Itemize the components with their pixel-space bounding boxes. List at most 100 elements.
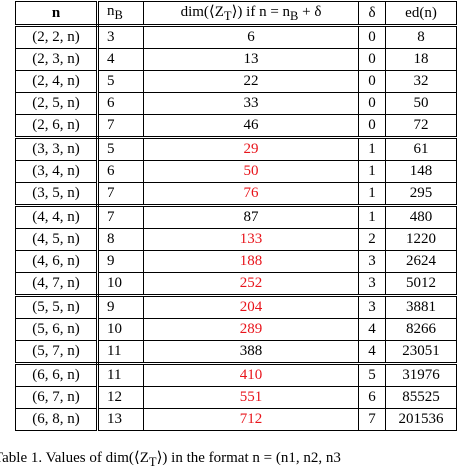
cell: 22: [143, 70, 359, 93]
cell: 50: [143, 160, 359, 183]
header-cell: δ: [358, 1, 386, 27]
cell: 3881: [385, 295, 457, 319]
cell: 188: [143, 250, 359, 273]
cell: 10: [97, 272, 144, 297]
cell: 289: [143, 318, 359, 341]
cell: 13: [97, 408, 144, 431]
row: (4, 7, n) 10 252 3 5012: [15, 272, 457, 297]
cell: 87: [143, 205, 359, 229]
row: (5, 5, n) 9 204 3 3881: [15, 295, 457, 319]
cell: (5, 7, n): [15, 340, 99, 365]
row: (2, 3, n) 4 13 0 18: [15, 48, 457, 71]
cell: (3, 4, n): [15, 160, 99, 183]
cell: 1: [358, 160, 386, 183]
row: (6, 7, n) 12 551 6 85525: [15, 386, 457, 409]
row: (3, 3, n) 5 29 1 61: [15, 137, 457, 161]
cell: 9: [97, 295, 144, 319]
cell: 551: [143, 386, 359, 409]
cell: 712: [143, 408, 359, 431]
cell: 9: [97, 250, 144, 273]
cell: 7: [358, 408, 386, 431]
cell: (4, 4, n): [15, 205, 99, 229]
cell: (2, 2, n): [15, 25, 99, 49]
row: (6, 8, n) 13 712 7 201536: [15, 408, 457, 431]
cell: 1220: [385, 228, 457, 251]
cell: 0: [358, 70, 386, 93]
cell: 85525: [385, 386, 457, 409]
cell: 18: [385, 48, 457, 71]
cell: (5, 6, n): [15, 318, 99, 341]
row: (3, 5, n) 7 76 1 295: [15, 182, 457, 207]
cell: 0: [358, 92, 386, 115]
cell: 8266: [385, 318, 457, 341]
cell: 11: [97, 340, 144, 365]
cell: 31976: [385, 363, 457, 387]
cell: 0: [358, 114, 386, 139]
cell: 6: [97, 160, 144, 183]
cell: 1: [358, 137, 386, 161]
row: (4, 6, n) 9 188 3 2624: [15, 250, 457, 273]
cell: 5: [358, 363, 386, 387]
cell: 29: [143, 137, 359, 161]
cell: 148: [385, 160, 457, 183]
header-cell: n: [15, 1, 99, 27]
cell: 133: [143, 228, 359, 251]
cell: 72: [385, 114, 457, 139]
cell: (3, 5, n): [15, 182, 99, 207]
cell: 50: [385, 92, 457, 115]
cell: 13: [143, 48, 359, 71]
row: (2, 5, n) 6 33 0 50: [15, 92, 457, 115]
cell: (6, 8, n): [15, 408, 99, 431]
cell: 46: [143, 114, 359, 139]
cell: 388: [143, 340, 359, 365]
cell: 0: [358, 25, 386, 49]
cell: (2, 5, n): [15, 92, 99, 115]
cell: 3: [97, 25, 144, 49]
cell: 3: [358, 272, 386, 297]
cell: (4, 5, n): [15, 228, 99, 251]
cell: 295: [385, 182, 457, 207]
cell: 7: [97, 182, 144, 207]
cell: (5, 5, n): [15, 295, 99, 319]
data-table: n nB dim(⟨ZT⟩) if n = nB + δ δ ed(n) (2, 2, n…: [15, 1, 457, 431]
row: (2, 4, n) 5 22 0 32: [15, 70, 457, 93]
cell: 7: [97, 114, 144, 139]
cell: 2: [358, 228, 386, 251]
cell: 6: [358, 386, 386, 409]
cell: 6: [143, 25, 359, 49]
cell: (6, 6, n): [15, 363, 99, 387]
cell: (3, 3, n): [15, 137, 99, 161]
header-cell: dim(⟨ZT⟩) if n = nB + δ: [143, 1, 359, 27]
row: (2, 6, n) 7 46 0 72: [15, 114, 457, 139]
cell: (2, 3, n): [15, 48, 99, 71]
cell: 4: [358, 340, 386, 365]
row: (6, 6, n) 11 410 5 31976: [15, 363, 457, 387]
cell: 23051: [385, 340, 457, 365]
cell: 252: [143, 272, 359, 297]
cell: 1: [358, 205, 386, 229]
cell: (2, 4, n): [15, 70, 99, 93]
cell: 5012: [385, 272, 457, 297]
cell: 4: [97, 48, 144, 71]
cell: 61: [385, 137, 457, 161]
caption: Table 1. Values of dim(⟨ZT⟩) in the form…: [0, 450, 341, 469]
row: (5, 7, n) 11 388 4 23051: [15, 340, 457, 365]
cell: 410: [143, 363, 359, 387]
cell: 7: [97, 205, 144, 229]
cell: 10: [97, 318, 144, 341]
row: (3, 4, n) 6 50 1 148: [15, 160, 457, 183]
cell: 76: [143, 182, 359, 207]
cell: 6: [97, 92, 144, 115]
cell: 1: [358, 182, 386, 207]
cell: 12: [97, 386, 144, 409]
cell: (4, 7, n): [15, 272, 99, 297]
cell: 201536: [385, 408, 457, 431]
cell: 2624: [385, 250, 457, 273]
cell: 32: [385, 70, 457, 93]
cell: 33: [143, 92, 359, 115]
row: (4, 5, n) 8 133 2 1220: [15, 228, 457, 251]
cell: (2, 6, n): [15, 114, 99, 139]
cell: 4: [358, 318, 386, 341]
header-cell: nB: [97, 1, 144, 27]
